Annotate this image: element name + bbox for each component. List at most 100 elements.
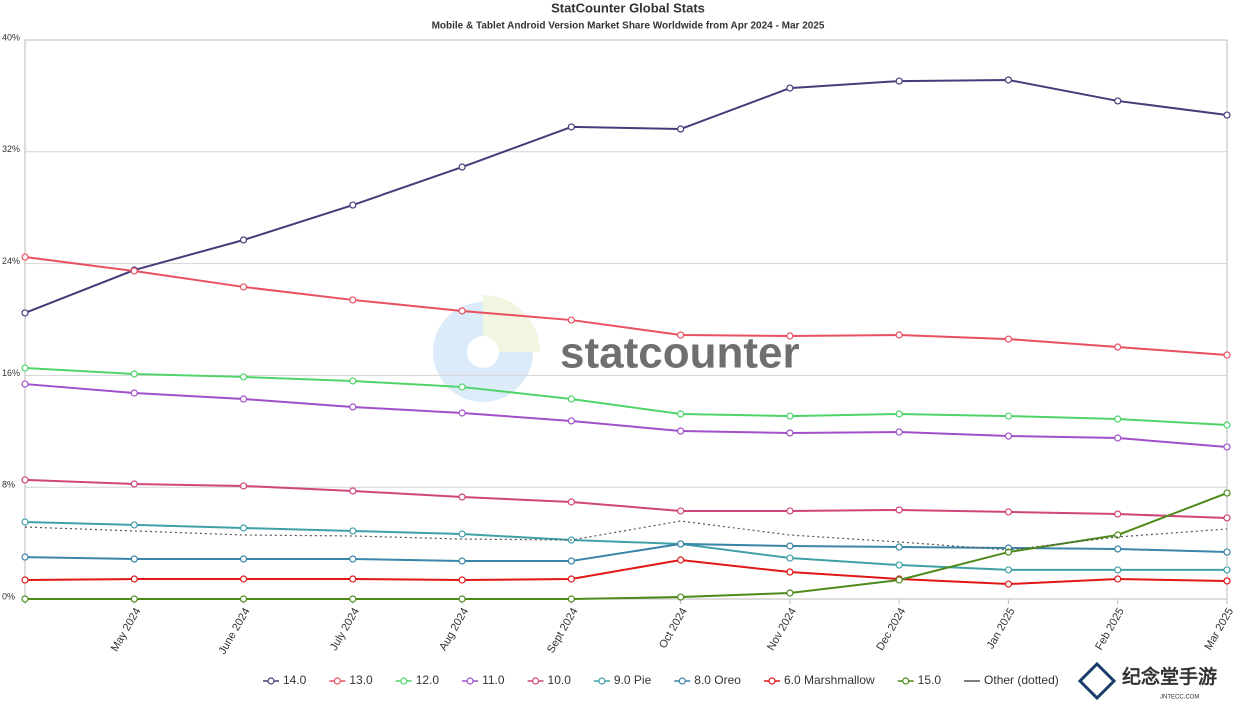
legend-label: 15.0 [918,673,942,687]
data-point [458,163,466,171]
data-point [349,487,357,495]
data-point [1114,545,1122,553]
data-point [21,476,29,484]
watermark-logo [433,295,540,402]
badge: 纪念堂手游 JNTECC.COM [1077,661,1217,701]
x-tick-label: June 2024 [217,606,253,657]
y-tick-label: 40% [2,32,20,42]
data-point [21,553,29,561]
data-point [895,506,903,514]
data-point [1114,415,1122,423]
data-point [130,480,138,488]
data-point [895,543,903,551]
y-tick-label: 24% [2,256,20,266]
data-point [130,370,138,378]
legend-label: 9.0 Pie [614,673,652,687]
data-point [1114,97,1122,105]
data-point [21,309,29,317]
y-tick-label: 0% [2,591,15,601]
legend-marker [902,677,910,685]
data-point [239,373,248,381]
legend-item: 10.0 [527,673,571,687]
series-line [24,559,1228,586]
x-tick-label: Aug 2024 [437,606,471,653]
x-tick-label: Mar 2025 [1202,606,1236,652]
data-point [677,556,685,564]
data-point [1114,434,1122,442]
data-point [349,403,357,411]
data-point [1114,343,1122,351]
data-point [130,389,138,397]
data-point [1114,575,1122,583]
legend-item: 8.0 Oreo [674,673,741,687]
data-point [895,77,903,85]
data-point [567,395,575,403]
data-point [458,307,466,315]
data-point [21,576,29,584]
data-point [567,557,575,565]
data-point [349,527,357,535]
data-point [1004,548,1013,556]
data-point [239,236,248,244]
data-point [567,575,575,583]
data-point [786,84,794,92]
data-point [130,555,138,563]
data-point [1004,335,1013,343]
data-point [1223,351,1231,359]
data-point [349,555,357,563]
data-point [349,296,357,304]
data-point [895,561,903,569]
data-point [1004,432,1013,440]
data-point [130,575,138,583]
x-tick-label: Feb 2025 [1093,606,1127,652]
data-point [458,595,466,603]
data-point [677,125,685,133]
legend-label: 8.0 Oreo [694,673,741,687]
data-point [677,410,685,418]
data-point [1223,577,1231,585]
data-point [458,557,466,565]
series-line [24,383,1228,448]
data-point [786,568,794,576]
x-tick-label: Dec 2024 [874,606,908,653]
data-point [1114,566,1122,574]
data-point [567,417,575,425]
legend-label: 13.0 [349,673,373,687]
legend-item: 15.0 [897,673,942,687]
series-line [25,492,1228,600]
data-point [130,267,138,275]
data-point [1004,566,1013,574]
data-point [567,498,575,506]
x-tick-label: May 2024 [109,606,144,654]
series-line [24,256,1228,356]
series-line [24,520,1227,571]
data-point [1114,531,1122,539]
x-tick-label: July 2024 [328,606,362,653]
legend-label: 14.0 [283,673,307,687]
data-point [1223,111,1231,119]
data-point [1004,580,1013,588]
data-point [786,429,794,437]
data-point [458,383,466,391]
data-point [1114,510,1122,518]
series-line [24,478,1228,519]
data-point [21,380,29,388]
series-line [24,366,1228,427]
data-point [567,316,575,324]
data-point [567,123,575,131]
watermark-wedge [483,295,540,352]
legend-marker [400,677,408,685]
data-point [677,507,685,515]
data-point [21,364,29,372]
plot-border [24,39,1228,600]
data-point [895,428,903,436]
chart-title: StatCounter Global Stats [551,0,705,15]
badge-title: 纪念堂手游 [1122,665,1217,688]
watermark-circle [433,302,533,402]
data-point [130,595,138,603]
legend-item: 11.0 [462,673,505,687]
legend-marker [466,677,474,685]
data-point [786,589,794,597]
data-point [130,521,138,529]
data-point [239,482,248,490]
